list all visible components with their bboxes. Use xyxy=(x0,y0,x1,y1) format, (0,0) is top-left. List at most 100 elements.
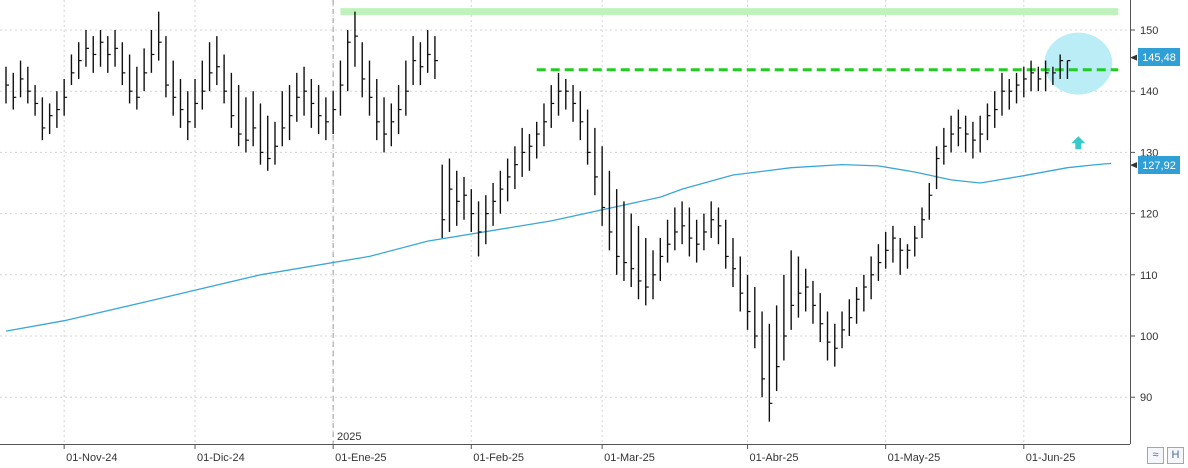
price-bar xyxy=(768,323,773,422)
x-tick-label-5: 01-Abr-25 xyxy=(750,452,799,464)
x-tick-label-0: 01-Nov-24 xyxy=(66,452,117,464)
price-bar xyxy=(27,66,31,104)
price-bar xyxy=(739,256,744,312)
price-bar xyxy=(935,146,940,190)
price-bar xyxy=(492,183,497,226)
price-bar xyxy=(237,85,242,147)
price-bar xyxy=(943,127,947,165)
price-bar xyxy=(710,201,715,239)
price-bar xyxy=(346,30,351,92)
price-bar xyxy=(463,176,468,220)
last-price-label: 145,48 xyxy=(1142,52,1176,64)
price-bar xyxy=(376,78,380,141)
moving-average-label: 127,92 xyxy=(1142,160,1176,172)
price-bar xyxy=(623,201,627,281)
price-bar xyxy=(470,189,475,232)
price-bar xyxy=(746,274,751,330)
price-bar xyxy=(601,146,606,226)
price-bar xyxy=(630,213,635,288)
price-bar xyxy=(223,54,228,104)
price-bar xyxy=(456,170,460,226)
price-bar xyxy=(354,11,358,67)
price-bar xyxy=(928,183,933,220)
price-bar xyxy=(1030,60,1035,92)
x-tick-label-2: 01-Ene-25 xyxy=(335,452,386,464)
price-bar xyxy=(725,219,729,269)
price-bar xyxy=(107,36,111,73)
price-bar xyxy=(325,97,329,141)
price-bar xyxy=(252,91,257,147)
y-tick-label-90: 90 xyxy=(1140,392,1152,404)
price-bar xyxy=(688,207,693,257)
price-bar xyxy=(85,30,89,67)
price-bar xyxy=(259,103,264,165)
last-price-pointer-icon xyxy=(1130,54,1137,61)
price-bar xyxy=(761,311,766,398)
price-badges: 145,48 127,92 xyxy=(1138,48,1180,174)
floppy-icon[interactable]: H xyxy=(1167,447,1184,464)
gridlines xyxy=(0,0,1130,444)
price-bar xyxy=(383,97,388,153)
price-bar xyxy=(914,225,918,257)
price-bar xyxy=(274,121,278,165)
price-bar xyxy=(528,134,533,171)
x-tick-label-7: 01-Jun-25 xyxy=(1026,452,1076,464)
price-bar xyxy=(419,42,424,86)
price-bar xyxy=(397,85,402,135)
price-bar xyxy=(572,85,577,122)
price-bar xyxy=(594,127,598,196)
price-bar xyxy=(1037,66,1042,92)
price-bar xyxy=(70,54,75,86)
price-bar xyxy=(848,299,853,336)
price-bar xyxy=(179,78,184,128)
price-bar xyxy=(717,207,722,245)
price-bar xyxy=(267,115,271,171)
breakout-arrow-icon xyxy=(1071,136,1086,150)
price-bar xyxy=(536,121,540,159)
price-bar xyxy=(172,60,177,116)
x-tick-label-6: 01-May-25 xyxy=(888,452,941,464)
price-bar xyxy=(157,11,162,61)
price-bar xyxy=(775,305,780,392)
price-bar xyxy=(165,36,169,98)
y-tick-label-100: 100 xyxy=(1140,331,1158,343)
price-bar xyxy=(550,85,555,128)
price-bar xyxy=(586,109,591,165)
price-bar xyxy=(805,268,809,312)
price-bar xyxy=(296,72,300,122)
price-bar xyxy=(732,238,736,288)
price-bar xyxy=(187,91,191,141)
price-bar xyxy=(652,250,657,300)
price-bar xyxy=(986,103,991,141)
price-bar xyxy=(208,42,213,92)
price-bar xyxy=(608,170,613,251)
price-bar xyxy=(964,115,969,153)
price-bar xyxy=(543,103,547,147)
price-bar xyxy=(332,91,337,135)
price-bar xyxy=(819,293,824,343)
price-bar xyxy=(521,127,526,177)
price-bar xyxy=(892,225,896,263)
price-bar xyxy=(12,72,17,110)
price-bar xyxy=(5,66,9,104)
price-bar xyxy=(637,225,642,300)
price-bar xyxy=(557,72,562,116)
y-tick-label-150: 150 xyxy=(1140,25,1158,37)
price-bar xyxy=(783,274,787,361)
moving-average-badge xyxy=(1138,156,1180,174)
price-bar xyxy=(281,91,286,147)
price-bar xyxy=(666,219,671,263)
price-bar xyxy=(1052,66,1056,86)
price-bar xyxy=(63,78,68,116)
price-bar xyxy=(514,146,518,190)
price-bar xyxy=(194,78,199,128)
price-bar xyxy=(1001,72,1005,116)
double-chevron-icon[interactable]: ≈ xyxy=(1147,447,1164,464)
price-bar xyxy=(41,97,46,141)
price-bar xyxy=(121,42,126,86)
price-bar xyxy=(994,91,998,128)
price-bar xyxy=(1044,60,1049,92)
price-bar xyxy=(216,36,220,86)
